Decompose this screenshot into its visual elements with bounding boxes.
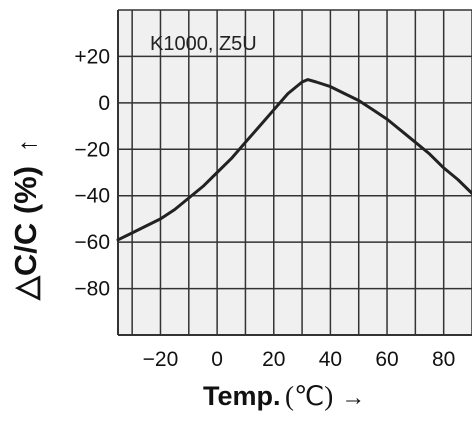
y-tick-labels: +20 0 −20 −40 −60 −80 [74,45,110,300]
series-line [116,78,472,242]
x-tick-label: −20 [143,348,179,371]
y-axis-label: △C/C (%) ↑ [6,90,46,300]
y-axis-title: △C/C (%) [8,165,43,300]
x-tick-label: 60 [375,348,398,371]
chart-annotation: K1000, Z5U [150,33,257,55]
plot-area [118,10,472,335]
x-axis-arrow-icon: → [341,384,366,411]
x-axis-unit: (℃) [284,381,334,411]
grid [117,9,472,336]
y-tick-label: −60 [74,231,110,254]
x-tick-label: 0 [211,348,223,371]
x-axis-label: Temp. (℃) → [203,376,365,416]
y-tick-label: +20 [74,45,110,68]
y-tick-label: −80 [74,278,110,301]
x-tick-label: 20 [262,348,285,371]
y-tick-label: −20 [74,138,110,161]
y-axis-arrow-icon: ↑ [12,138,42,152]
x-tick-labels: −20 0 20 40 60 80 [143,348,456,371]
x-axis-title: Temp. [203,381,281,411]
y-tick-label: 0 [98,92,110,115]
y-tick-label: −40 [74,185,110,208]
x-tick-label: 40 [319,348,342,371]
x-tick-label: 80 [432,348,455,371]
